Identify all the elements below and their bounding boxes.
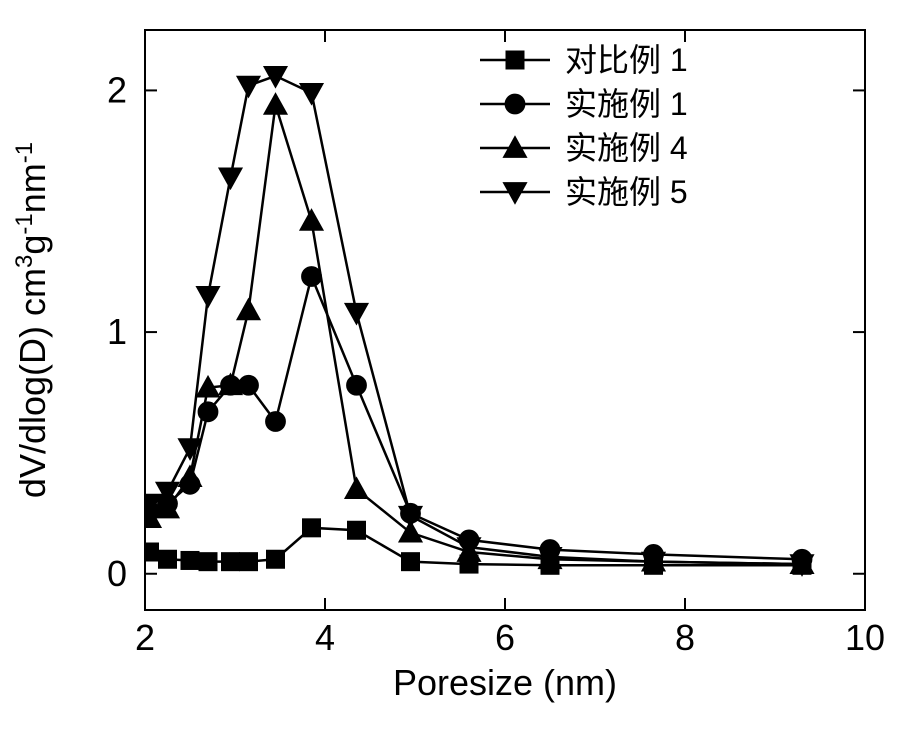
marker-triangle-up [237, 299, 260, 320]
marker-triangle-down [196, 286, 219, 307]
marker-square [240, 553, 258, 571]
marker-square [199, 553, 217, 571]
xtick-label: 4 [315, 617, 335, 658]
plot-group [138, 67, 814, 576]
marker-square [303, 519, 321, 537]
legend-label: 对比例 1 [565, 42, 688, 78]
marker-square [348, 521, 366, 539]
xtick-label: 6 [495, 617, 515, 658]
marker-square [141, 543, 159, 561]
marker-square [506, 51, 524, 69]
marker-triangle-up [345, 477, 368, 498]
marker-square [267, 550, 285, 568]
marker-triangle-up [178, 465, 201, 486]
marker-triangle-up [300, 209, 323, 230]
chart-container: 2 4 6 8 10 0 1 2 Poresize (nm) dV/dlog(D) cm3g-1n… [0, 0, 909, 730]
marker-triangle-down [345, 303, 368, 324]
marker-circle [505, 94, 525, 114]
series-2 [138, 93, 814, 573]
marker-circle [347, 375, 367, 395]
marker-triangle-down [264, 67, 287, 88]
marker-triangle-down [219, 168, 242, 189]
marker-square [402, 553, 420, 571]
y-axis-label: dV/dlog(D) cm3g-1nm-1 [11, 142, 54, 498]
x-axis-label: Poresize (nm) [393, 662, 617, 703]
ytick-label: 0 [107, 553, 127, 594]
marker-triangle-up [264, 93, 287, 114]
chart-svg: 2 4 6 8 10 0 1 2 Poresize (nm) dV/dlog(D) cm3g-1n… [0, 0, 909, 730]
xtick-label: 8 [675, 617, 695, 658]
series-line [150, 105, 803, 564]
marker-square [181, 551, 199, 569]
marker-circle [239, 375, 259, 395]
marker-square [222, 553, 240, 571]
xtick-label: 2 [135, 617, 155, 658]
xtick-label: 10 [845, 617, 885, 658]
marker-triangle-down [237, 76, 260, 97]
legend: 对比例 1 实施例 1 实施例 4 实施例 5 [480, 42, 688, 210]
series-3 [138, 67, 814, 576]
ytick-label: 2 [107, 69, 127, 110]
marker-circle [266, 412, 286, 432]
legend-label: 实施例 1 [565, 86, 688, 122]
legend-label: 实施例 5 [565, 174, 688, 210]
ytick-label: 1 [107, 311, 127, 352]
marker-square [159, 550, 177, 568]
legend-label: 实施例 4 [565, 130, 688, 166]
marker-triangle-down [300, 83, 323, 104]
series-1 [140, 267, 812, 570]
